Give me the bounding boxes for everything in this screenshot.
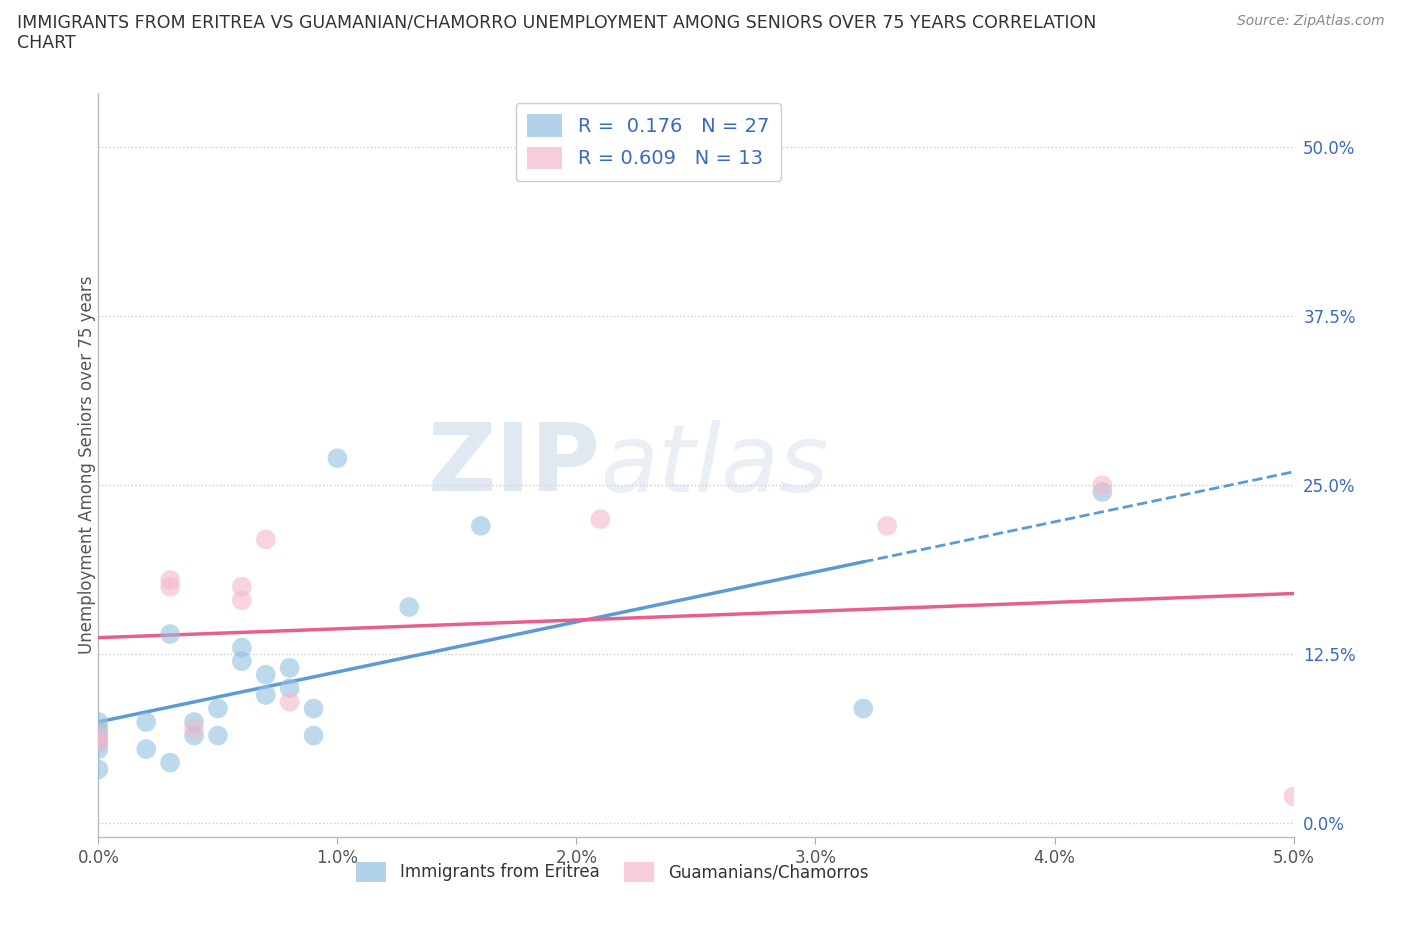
Point [589,512,612,526]
Point [278,681,301,696]
Point [87,741,110,756]
Point [87,714,110,729]
Point [159,755,181,770]
Point [183,714,205,729]
Point [87,735,110,750]
Point [278,695,301,710]
Point [231,640,253,655]
Point [231,579,253,594]
Text: CHART: CHART [17,34,76,52]
Point [254,687,277,702]
Point [254,667,277,682]
Point [326,451,349,466]
Point [876,518,898,533]
Text: atlas: atlas [600,419,828,511]
Point [87,728,110,743]
Point [87,735,110,750]
Point [231,592,253,607]
Point [398,600,420,615]
Point [1091,478,1114,493]
Point [159,573,181,588]
Point [87,722,110,737]
Point [254,532,277,547]
Point [135,714,157,729]
Text: Source: ZipAtlas.com: Source: ZipAtlas.com [1237,14,1385,28]
Point [87,728,110,743]
Y-axis label: Unemployment Among Seniors over 75 years: Unemployment Among Seniors over 75 years [79,276,96,654]
Point [183,728,205,743]
Point [302,728,325,743]
Legend: Immigrants from Eritrea, Guamanians/Chamorros: Immigrants from Eritrea, Guamanians/Cham… [350,856,875,888]
Point [183,722,205,737]
Point [159,579,181,594]
Point [207,701,229,716]
Text: IMMIGRANTS FROM ERITREA VS GUAMANIAN/CHAMORRO UNEMPLOYMENT AMONG SENIORS OVER 75: IMMIGRANTS FROM ERITREA VS GUAMANIAN/CHA… [17,14,1097,32]
Point [231,654,253,669]
Point [1091,485,1114,499]
Point [278,660,301,675]
Point [1282,789,1305,804]
Point [302,701,325,716]
Point [852,701,875,716]
Point [207,728,229,743]
Point [159,627,181,642]
Point [135,741,157,756]
Text: ZIP: ZIP [427,419,600,511]
Point [87,762,110,777]
Point [470,518,492,533]
